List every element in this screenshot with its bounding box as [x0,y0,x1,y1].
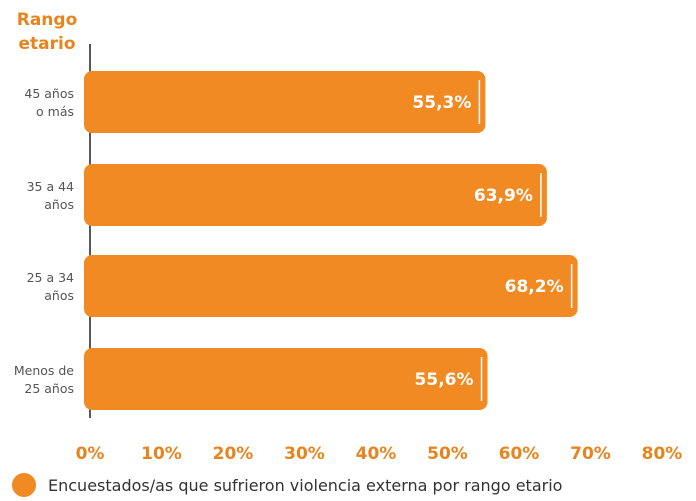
category-label: 25 a 34 [27,270,74,285]
data-label: 55,3% [412,93,471,113]
data-label: 68,2% [505,277,564,297]
bar-chart: Rango etario 45 años o más 35 a 44 años 25 a … [14,10,683,464]
category-label: 35 a 44 [27,179,74,194]
x-tick-label: 10% [141,444,182,464]
data-label: 63,9% [474,186,533,206]
legend-swatch [12,473,36,497]
legend-label: Encuestados/as que sufrieron violencia e… [48,475,563,495]
bar-group [84,71,578,410]
x-tick-label: 0% [76,444,105,464]
category-labels: 45 años o más 35 a 44 años 25 a 34 años Menos … [14,86,74,396]
category-label: años [44,197,74,212]
y-axis-title: Rango etario [17,10,78,54]
category-label: Menos de [14,363,74,378]
bar [84,255,578,317]
x-tick-label: 60% [499,444,540,464]
category-label: años [44,288,74,303]
x-tick-label: 20% [213,444,254,464]
legend: Encuestados/as que sufrieron violencia e… [12,473,562,497]
x-tick-label: 70% [570,444,611,464]
category-label: 25 años [24,381,74,396]
bar [84,348,488,410]
data-labels: 55,3% 63,9% 68,2% 55,6% [412,93,563,390]
category-label: 45 años [24,86,74,101]
y-axis-title-line: Rango [17,10,78,30]
x-tick-labels: 0% 10% 20% 30% 40% 50% 60% 70% 80% [76,444,683,464]
bar [84,164,547,226]
bar [84,71,486,133]
x-tick-label: 80% [642,444,683,464]
category-label: o más [36,104,74,119]
x-tick-label: 40% [356,444,397,464]
x-tick-label: 50% [427,444,468,464]
data-label: 55,6% [415,370,474,390]
y-axis-title-line: etario [18,34,75,54]
x-tick-label: 30% [284,444,325,464]
